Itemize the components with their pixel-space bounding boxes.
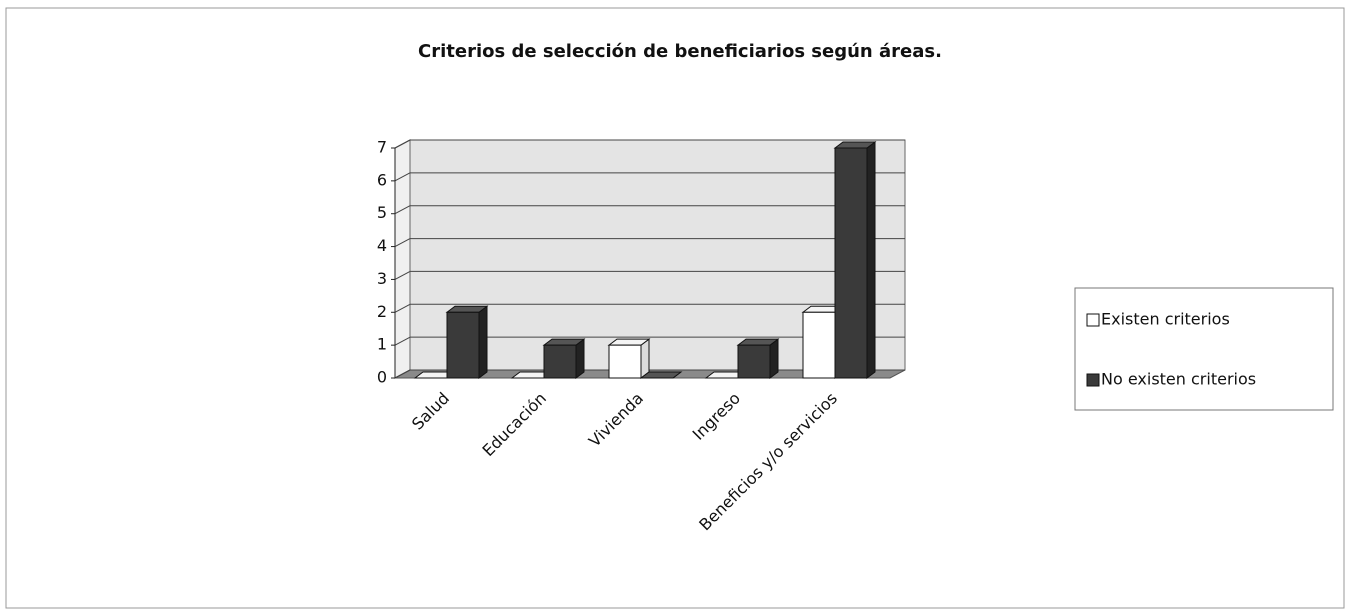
grid-line-side xyxy=(394,205,411,215)
grid-line-side xyxy=(394,270,411,280)
bar-side xyxy=(769,338,779,379)
y-tick-label: 6 xyxy=(377,170,387,189)
grid-line-side xyxy=(394,139,411,149)
bar xyxy=(446,311,480,379)
bar-side xyxy=(640,338,650,379)
bar-top xyxy=(833,141,877,149)
grid-line-side xyxy=(394,303,411,313)
legend-box xyxy=(1074,287,1334,411)
y-tick-label: 4 xyxy=(377,236,387,255)
bar-top xyxy=(639,371,683,379)
y-tick-label: 7 xyxy=(377,138,387,157)
y-tick-label: 2 xyxy=(377,302,387,321)
grid-line-side xyxy=(394,336,411,346)
bar xyxy=(608,344,642,379)
bar-top xyxy=(445,305,489,313)
bar-top xyxy=(607,338,651,346)
bar-top xyxy=(542,338,586,346)
legend-label: No existen criterios xyxy=(1101,370,1256,389)
legend-swatch xyxy=(1086,313,1100,327)
legend-swatch xyxy=(1086,373,1100,387)
y-tick-label: 3 xyxy=(377,269,387,288)
y-tick-label: 5 xyxy=(377,203,387,222)
chart-title: Criterios de selección de beneficiarios … xyxy=(418,41,942,62)
legend-label: Existen criterios xyxy=(1101,310,1230,329)
bar xyxy=(737,344,771,379)
y-tick-label: 1 xyxy=(377,335,387,354)
bar-side xyxy=(866,141,876,379)
bar xyxy=(543,344,577,379)
bar-side xyxy=(478,305,488,379)
bar xyxy=(834,147,868,379)
side-wall xyxy=(394,139,411,379)
bar-top xyxy=(736,338,780,346)
grid-line-side xyxy=(394,369,411,379)
grid-line-side xyxy=(394,172,411,182)
y-tick-label: 0 xyxy=(377,368,387,387)
bar xyxy=(802,311,836,379)
bar-side xyxy=(575,338,585,379)
grid-line-side xyxy=(394,238,411,248)
